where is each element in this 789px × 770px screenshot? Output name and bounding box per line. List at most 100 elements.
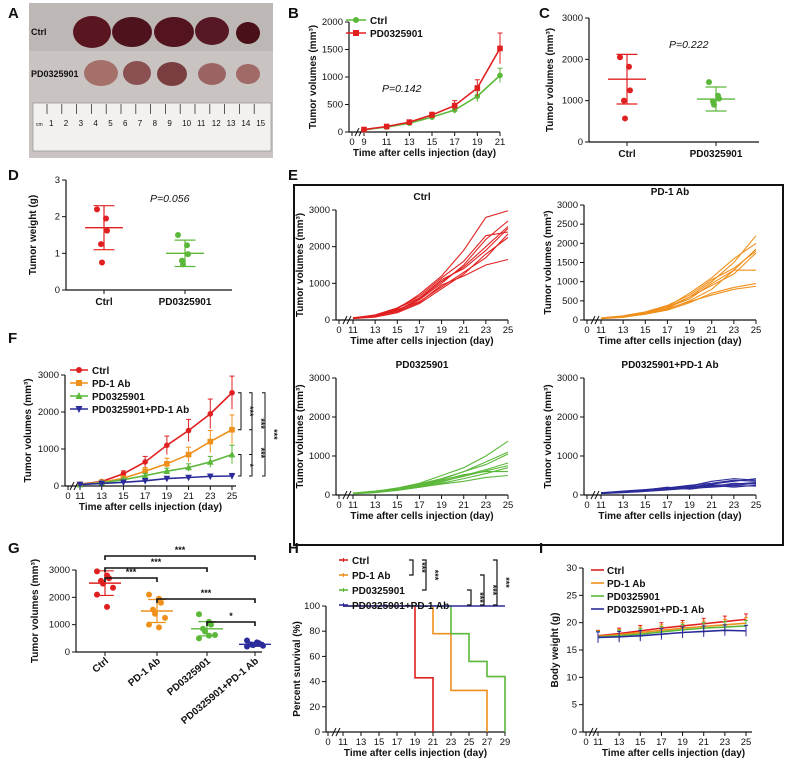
y-tick-label: 3000 <box>49 565 70 576</box>
panel-g-chart: 0 1000 2000 3000 Tumor volumes (mm³) Ctrl PD-1… <box>30 545 271 727</box>
individual-tumor-line <box>352 471 508 494</box>
ruler-unit: cm <box>36 122 43 128</box>
tumor-pd-2 <box>123 61 151 85</box>
x-tick-label: 11 <box>593 737 603 748</box>
x-tick-label: 13 <box>618 500 629 511</box>
axis-break-mark <box>588 727 594 737</box>
data-point <box>716 95 722 102</box>
x-tick-label: 13 <box>370 500 381 511</box>
x-tick-label: 23 <box>481 325 492 336</box>
data-point <box>146 621 152 628</box>
data-point <box>208 621 214 628</box>
tumor-pd-5 <box>236 64 260 84</box>
ruler-number: 1 <box>49 119 54 128</box>
y-axis-title: Percent survival (%) <box>292 621 303 717</box>
x-tick-label: 17 <box>414 325 425 336</box>
legend-label: Ctrl <box>370 16 387 27</box>
x-tick-label: 25 <box>751 325 762 336</box>
legend-label: PD-1 Ab <box>92 379 131 390</box>
axis-break-mark <box>590 315 596 325</box>
y-tick-label: 500 <box>562 296 578 307</box>
y-tick-label: 0 <box>338 127 343 138</box>
y-tick-label: 2 <box>55 212 60 223</box>
x-tick-label: 13 <box>614 737 625 748</box>
x-tick-label: 13 <box>618 325 629 336</box>
data-point <box>110 584 116 591</box>
legend-label: Ctrl <box>352 556 369 567</box>
survival-curve <box>343 605 506 732</box>
x-axis-title: Time after cells injection (day) <box>602 748 745 759</box>
x-tick-label: 0 <box>65 491 70 502</box>
tumor-ctrl-4 <box>195 17 229 45</box>
y-tick-label: 500 <box>327 100 343 111</box>
x-tick-label: 19 <box>436 325 447 336</box>
y-tick-label: 0 <box>325 315 330 326</box>
x-tick-label: 17 <box>414 500 425 511</box>
ruler-number: 15 <box>256 119 265 128</box>
legend-label: PD0325901+PD-1 Ab <box>92 405 189 416</box>
significance-label: *** <box>430 570 440 581</box>
legend-label: PD0325901 <box>92 392 145 403</box>
tumor-pd-3 <box>157 62 187 86</box>
data-point <box>254 640 260 647</box>
y-tick-label: 1500 <box>322 45 343 56</box>
ruler-number: 12 <box>212 119 221 128</box>
significance-bracket <box>238 392 242 431</box>
axis-break-mark <box>354 127 360 137</box>
x-tick-label: 25 <box>741 737 752 748</box>
data-point <box>175 232 181 238</box>
data-point-marker <box>142 459 148 465</box>
ruler-number: 4 <box>93 119 98 128</box>
x-tick-label: 23 <box>729 325 740 336</box>
y-tick-label: 1 <box>55 248 60 259</box>
data-point <box>94 591 100 598</box>
y-tick-label: 1500 <box>557 258 578 269</box>
data-point <box>244 637 250 644</box>
axis-break-mark <box>69 481 75 491</box>
series-line <box>597 625 747 638</box>
y-tick-label: 0 <box>573 315 578 326</box>
significance-label: *** <box>175 545 186 555</box>
data-point-marker <box>163 467 171 474</box>
series-line <box>597 618 747 637</box>
individual-tumor-line <box>352 231 509 319</box>
x-tick-label: 25 <box>503 500 514 511</box>
series-line <box>79 475 233 486</box>
data-point-marker <box>207 411 214 417</box>
y-tick-label: 2000 <box>322 17 343 28</box>
individual-tumor-line <box>600 252 757 319</box>
x-tick-label: 17 <box>662 325 673 336</box>
data-point-marker <box>76 481 84 489</box>
significance-label: *** <box>269 429 279 440</box>
data-point-marker <box>383 123 390 130</box>
x-tick-label: 17 <box>662 500 673 511</box>
y-tick-label: 1000 <box>38 444 59 455</box>
y-tick-label: 1000 <box>309 451 330 462</box>
data-point-marker <box>75 392 83 399</box>
y-tick-label: 30 <box>566 563 577 574</box>
y-tick-label: 0 <box>573 490 578 501</box>
data-point-marker <box>206 473 214 481</box>
x-tick-label: 15 <box>374 737 385 748</box>
x-category-label: Ctrl <box>95 297 112 308</box>
individual-tumor-line <box>352 462 509 494</box>
data-point <box>196 635 202 642</box>
y-axis-title: Tumor volumes (mm³) <box>308 25 319 129</box>
ruler-number: 13 <box>227 119 236 128</box>
legend-label: PD-1 Ab <box>352 571 391 582</box>
y-tick-label: 2500 <box>557 219 578 230</box>
panel-letter-b: B <box>288 5 299 22</box>
y-tick-label: 2000 <box>38 407 59 418</box>
data-point-marker <box>141 471 149 479</box>
y-tick-label: 25 <box>566 590 577 601</box>
data-point <box>711 101 717 108</box>
x-tick-label: 29 <box>500 737 511 748</box>
y-tick-label: 0 <box>572 727 577 738</box>
y-tick-label: 1000 <box>557 451 578 462</box>
data-point-marker <box>497 72 503 79</box>
axis-break-mark <box>592 727 598 737</box>
panel-letter-d: D <box>8 167 19 184</box>
y-tick-label: 3000 <box>557 373 578 384</box>
data-point-marker <box>75 406 83 413</box>
